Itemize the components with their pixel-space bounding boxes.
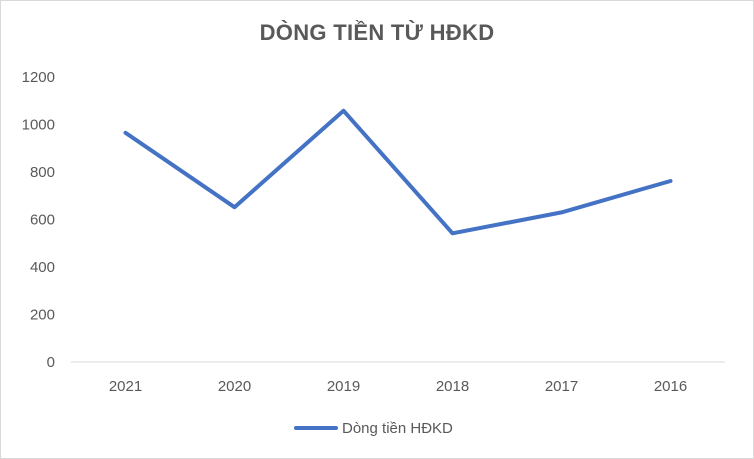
y-tick-label: 600 <box>30 212 55 229</box>
series-layer <box>123 108 673 236</box>
y-axis-ticks: 0 200 400 600 800 1000 1200 <box>22 69 55 371</box>
y-tick-label: 1000 <box>22 117 55 134</box>
x-tick-label: 2021 <box>109 378 142 395</box>
x-tick-label: 2019 <box>327 378 360 395</box>
legend: Dòng tiền HĐKD <box>294 420 453 437</box>
y-tick-label: 800 <box>30 164 55 181</box>
x-tick-label: 2017 <box>545 378 578 395</box>
x-tick-label: 2018 <box>436 378 469 395</box>
y-tick-label: 1200 <box>22 69 55 86</box>
y-tick-label: 400 <box>30 259 55 276</box>
x-axis-ticks: 2021 2020 2019 2018 2017 2016 <box>109 378 687 395</box>
chart-title: DÒNG TIỀN TỪ HĐKD <box>259 20 495 45</box>
series-line <box>123 108 673 236</box>
legend-label: Dòng tiền HĐKD <box>342 420 453 437</box>
y-tick-label: 0 <box>47 354 55 371</box>
y-tick-label: 200 <box>30 307 55 324</box>
x-tick-label: 2016 <box>654 378 687 395</box>
x-tick-label: 2020 <box>218 378 251 395</box>
